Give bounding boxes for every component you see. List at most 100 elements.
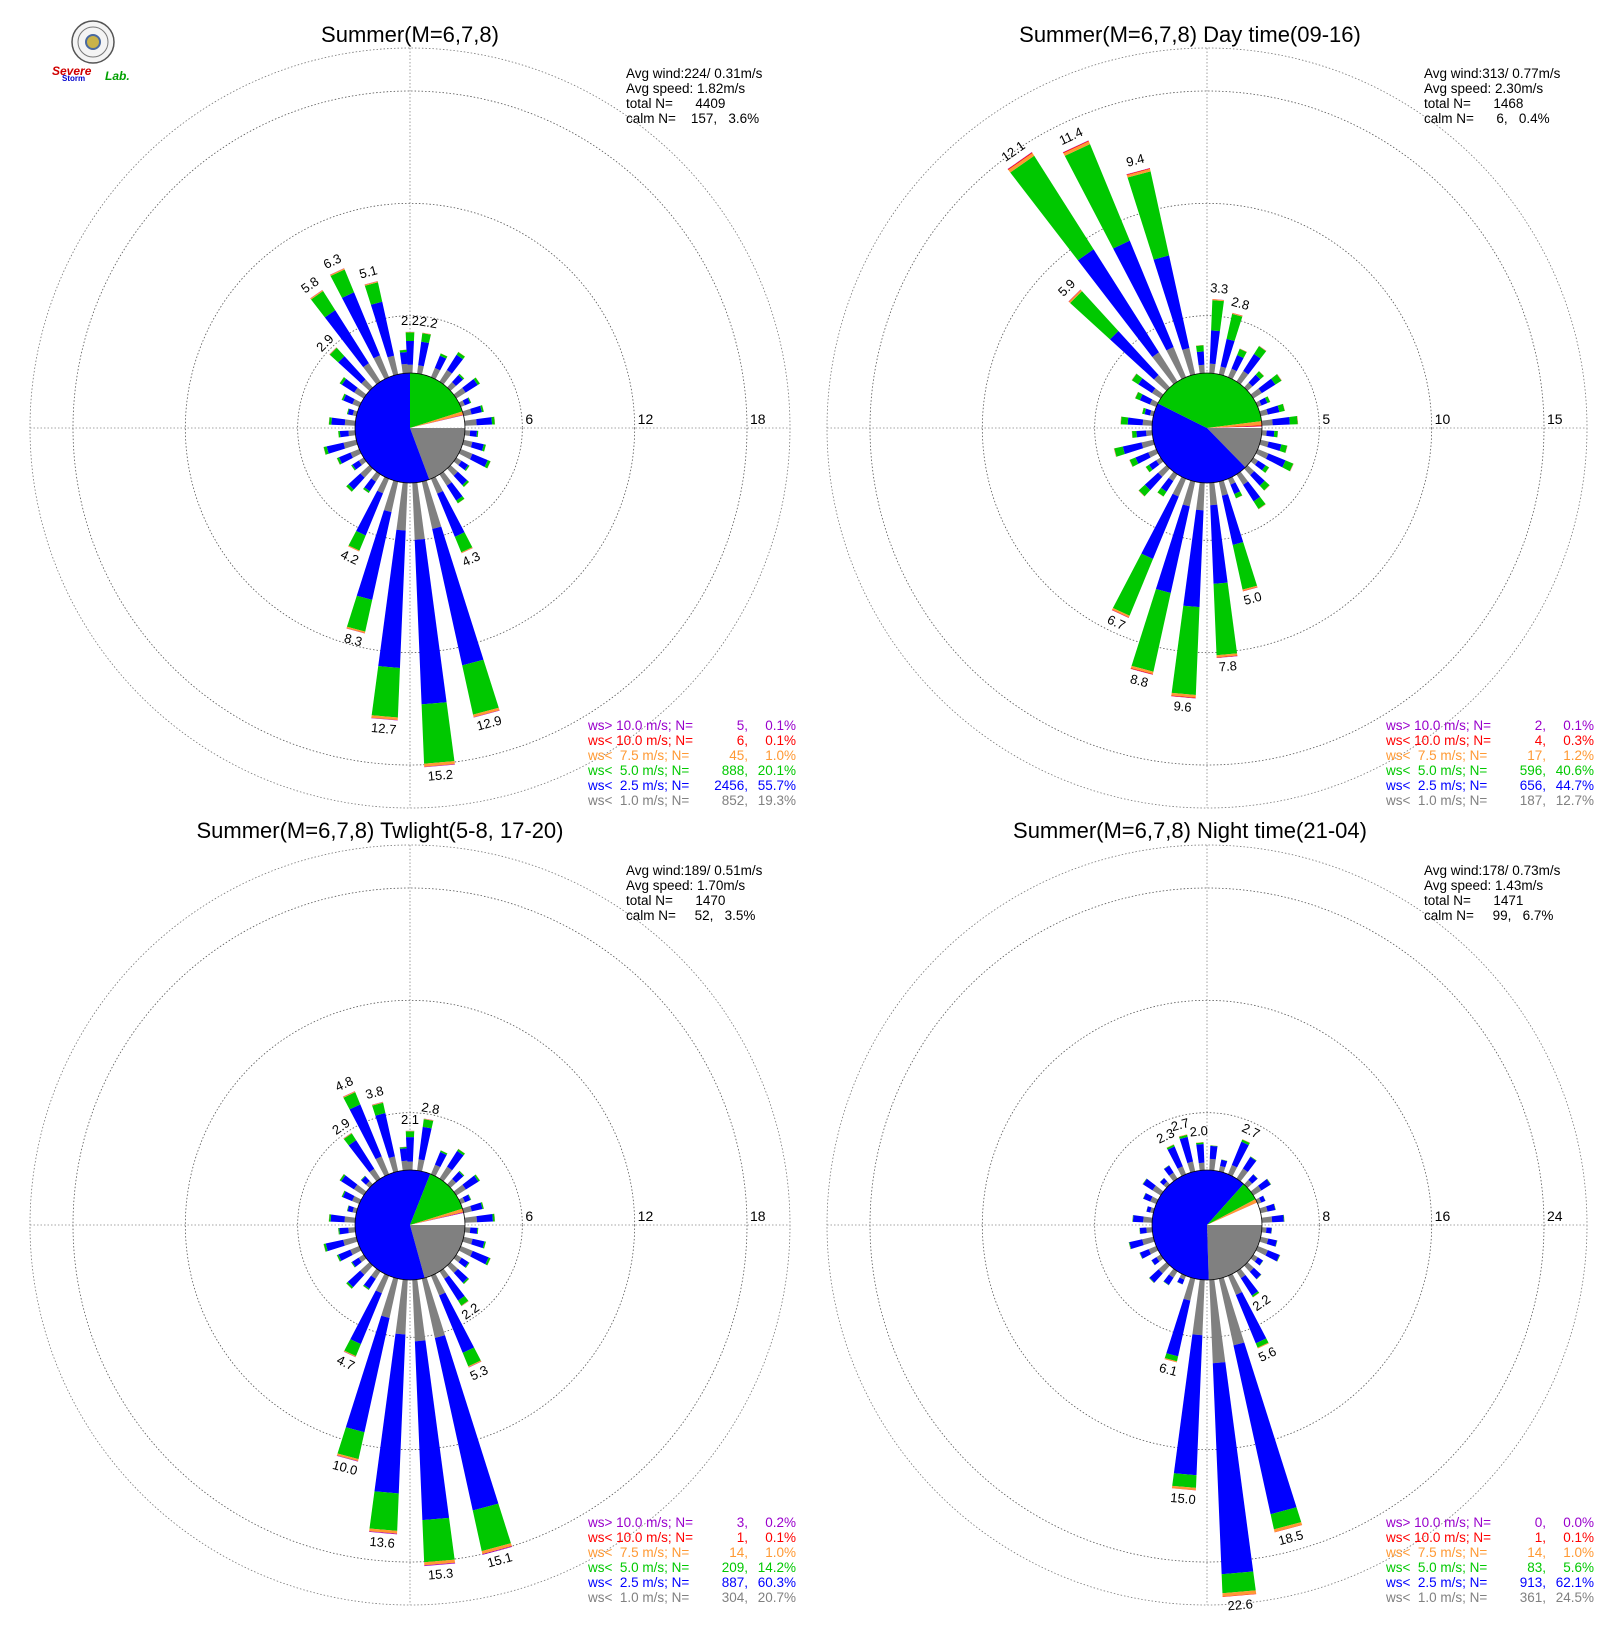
bar-segment [1277,403,1285,413]
bar-segment [407,1161,413,1171]
bar-segment [1127,171,1170,260]
bar-segment [399,351,408,365]
bar-segment [343,1132,352,1139]
bar-segment [477,1227,479,1235]
bar-segment [468,1194,472,1201]
bar-segment [339,1174,346,1182]
bar-segment [1255,448,1269,459]
bar-segment [492,1213,495,1222]
bar-segment [1218,480,1228,496]
bar-segment [458,351,466,357]
bar-dir-125 [453,457,470,472]
bar-label: 15.3 [427,1565,454,1582]
bar-dir-15 [1218,312,1243,376]
bar-dir-85 [1261,415,1299,426]
bar-segment [1196,345,1204,346]
bar-segment [1114,446,1125,457]
bar-segment [459,1170,465,1176]
bar-segment [458,373,465,380]
ring-1 [297,1112,523,1338]
bar-segment [346,626,366,634]
bar-segment [1297,415,1299,425]
bar-segment [421,702,455,764]
bar-segment [1297,415,1298,425]
bar-segment [1216,653,1238,658]
bar-segment [1163,1181,1170,1188]
bar-dir-165 [421,480,500,718]
bar-segment [1211,300,1224,332]
bar-segment [1164,1353,1179,1362]
bar-segment [1139,1252,1143,1259]
bar-segment [399,349,407,351]
bar-dir-305 [1142,1178,1164,1196]
stat-line-4: calm N= 52, 3.5% [626,908,755,923]
bar-segment [430,1273,446,1296]
bar-segment [371,717,398,721]
bar-segment [461,547,473,554]
bar-segment [364,281,378,286]
bar-segment [1266,405,1280,415]
bar-segment [453,387,466,399]
bar-segment [371,1101,383,1105]
pie-slice-le10 [1207,1202,1258,1225]
bar-segment [1265,467,1270,473]
bar-dir-325 [1007,152,1178,385]
bar-label: 6.7 [1105,612,1128,633]
bar-segment [1250,388,1262,399]
bar-segment [473,710,500,718]
bar-segment [482,1202,484,1209]
bar-segment [339,377,344,384]
bar-segment [326,442,346,454]
bar-segment [1289,415,1298,425]
bar-dir-75 [462,1202,484,1214]
bar-segment [1259,1236,1269,1244]
bar-segment [440,1150,448,1154]
bar-segment [1132,1215,1133,1222]
bar-segment [1139,1227,1140,1234]
bar-dir-105 [462,1236,487,1249]
bar-segment [464,1227,471,1233]
legend-entry: ws< 2.5 m/s; N= [1385,1575,1487,1590]
bar-segment [482,1546,512,1555]
bar-segment [341,378,358,393]
bar-dir-55 [1250,1178,1272,1196]
bar-segment [482,405,484,412]
bar-segment [482,1202,484,1209]
bar-segment [484,1241,486,1249]
bar-segment [1163,1281,1169,1286]
bar-segment [1232,313,1243,317]
bar-segment [1142,407,1144,414]
bar-segment [351,465,355,471]
bar-segment [346,1283,352,1289]
bar-segment [405,1131,415,1138]
bar-segment [1277,373,1282,381]
legend-entry: ws< 1.0 m/s; N= [1385,1590,1487,1605]
bar-segment [346,408,350,415]
bar-segment [1171,605,1200,695]
ring-label-3: 24 [1547,1208,1563,1224]
bar-segment [456,351,465,360]
bar-segment [348,473,365,490]
panel-title: Summer(M=6,7,8) [321,22,499,47]
bar-segment [1141,439,1155,449]
legend-pct: 0.1% [765,1530,796,1545]
bar-segment [363,1285,369,1291]
bar-segment [1236,495,1243,499]
bar-segment [346,1205,350,1212]
bar-segment [399,349,407,351]
bar-segment [328,1214,330,1222]
bar-segment [338,431,339,438]
bar-segment [430,367,441,380]
bar-segment [494,1213,496,1222]
bar-segment [1063,141,1091,156]
legend-count: 45, [729,748,748,763]
bar-segment [1227,1273,1243,1295]
bar-segment [1182,480,1196,507]
bar-segment [1158,465,1170,477]
legend-entry: ws< 1.0 m/s; N= [587,1590,689,1605]
bar-segment [344,1216,356,1223]
bar-dir-215 [362,1268,381,1291]
bar-segment [457,498,465,504]
bar-segment [1248,1174,1258,1184]
bar-segment [472,1503,511,1552]
